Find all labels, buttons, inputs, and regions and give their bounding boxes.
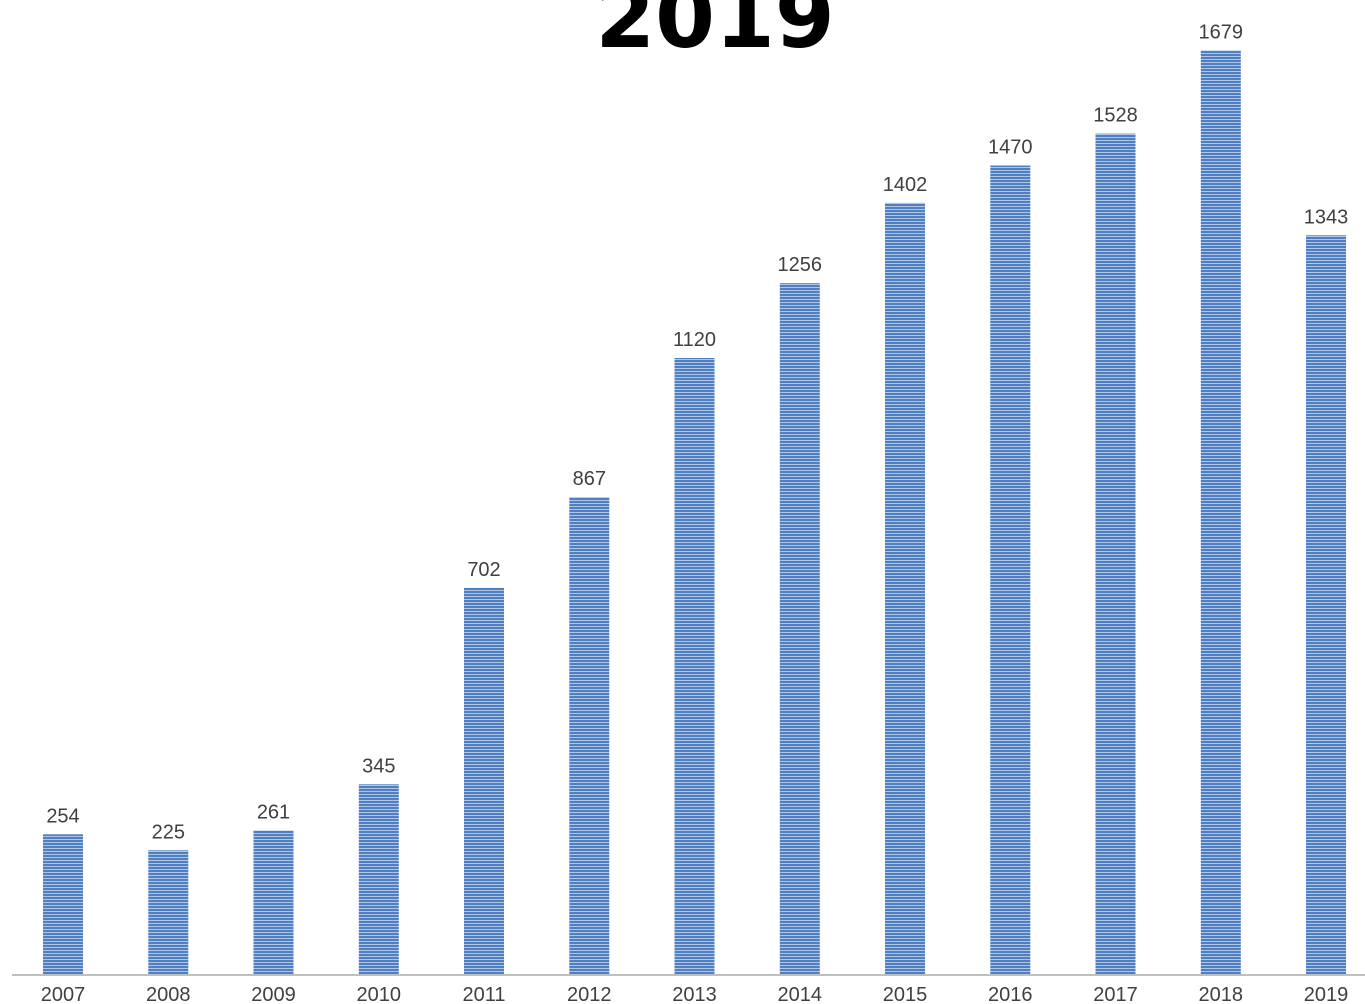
bar-2007 [43, 834, 83, 974]
x-tick-label-2009: 2009 [251, 984, 296, 1004]
data-label-2013: 1120 [673, 329, 716, 351]
x-tick-label-2010: 2010 [357, 984, 402, 1004]
data-label-2010: 345 [362, 755, 395, 777]
bar-2012 [569, 497, 610, 974]
bar-2018 [1200, 50, 1241, 974]
data-label-2015: 1402 [883, 174, 928, 196]
data-label-2009: 261 [257, 802, 290, 824]
bar-2014 [779, 283, 820, 974]
bar-2009 [253, 830, 294, 975]
bar-2016 [990, 165, 1031, 974]
x-tick-label-2019: 2019 [1304, 984, 1349, 1004]
x-tick-label-2015: 2015 [883, 984, 928, 1004]
x-tick-label-2018: 2018 [1199, 984, 1244, 1004]
bar-2011 [464, 587, 504, 974]
data-label-2018: 1679 [1199, 22, 1244, 44]
bar-2010 [358, 784, 399, 975]
x-tick-labels-layer: 2007 2008 2009 2010 2011 2012 2013 2014 2015 2016… [41, 984, 1349, 1004]
x-tick-label-2014: 2014 [778, 984, 823, 1004]
bar-2013 [674, 358, 715, 974]
data-label-2019: 1343 [1304, 206, 1349, 228]
data-labels-layer: 254 225 261 345 702 867 1120 1256 1402 1470 1528 16… [46, 22, 1348, 844]
data-label-2007: 254 [46, 805, 79, 827]
bar-2008 [148, 850, 189, 975]
bar-2019 [1306, 235, 1346, 975]
x-tick-label-2007: 2007 [41, 984, 86, 1004]
data-label-2011: 702 [467, 559, 500, 581]
data-label-2012: 867 [573, 468, 606, 490]
x-tick-label-2017: 2017 [1093, 984, 1138, 1004]
bars-layer [43, 50, 1346, 975]
x-tick-label-2013: 2013 [672, 984, 717, 1004]
chart-title: 2019 [595, 0, 835, 68]
x-tick-label-2012: 2012 [567, 984, 612, 1004]
data-label-2014: 1256 [778, 254, 823, 276]
x-tick-label-2016: 2016 [988, 984, 1033, 1004]
x-tick-label-2008: 2008 [146, 984, 191, 1004]
data-label-2017: 1528 [1093, 105, 1138, 127]
data-label-2016: 1470 [988, 137, 1033, 159]
data-label-2008: 225 [152, 821, 185, 843]
x-tick-label-2011: 2011 [462, 984, 505, 1004]
bar-2017 [1095, 133, 1136, 975]
bar-2015 [885, 202, 925, 974]
